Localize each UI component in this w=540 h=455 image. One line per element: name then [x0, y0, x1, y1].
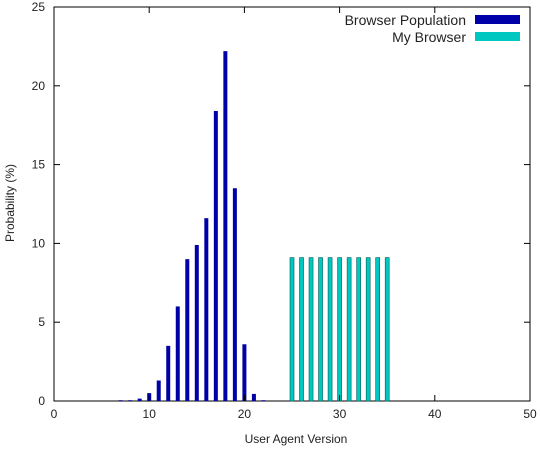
browser-population-bar — [242, 344, 247, 401]
x-tick-label: 0 — [51, 407, 58, 421]
x-axis-label: User Agent Version — [245, 432, 348, 446]
bars-layer — [118, 51, 390, 402]
my-browser-bar — [337, 257, 342, 402]
browser-population-bar — [261, 400, 266, 401]
y-tick-label: 15 — [32, 158, 46, 172]
browser-population-bar — [223, 51, 228, 402]
browser-population-bar — [213, 111, 218, 402]
legend-label-my-browser: My Browser — [392, 29, 466, 45]
ticks-layer: 0 10 20 30 40 50 0 5 10 15 20 25 — [32, 0, 537, 421]
my-browser-bar — [375, 257, 380, 402]
browser-population-bar — [137, 398, 142, 401]
y-axis-label: Probability (%) — [3, 164, 17, 242]
browser-population-bar — [251, 393, 256, 401]
my-browser-bar — [356, 257, 361, 402]
x-tick-label: 30 — [333, 407, 347, 421]
my-browser-bar — [327, 257, 333, 402]
my-browser-bar — [308, 257, 314, 402]
y-tick-label: 10 — [32, 236, 46, 250]
legend-swatch-my-browser — [475, 32, 520, 41]
browser-population-bar — [175, 306, 180, 401]
my-browser-bar — [318, 257, 323, 402]
my-browser-bar — [346, 257, 352, 402]
legend-label-browser-population: Browser Population — [345, 12, 466, 28]
browser-population-bar — [204, 218, 209, 401]
my-browser-bar — [365, 257, 371, 402]
legend-swatch-browser-population — [475, 15, 520, 24]
browser-population-bar — [128, 400, 133, 401]
browser-population-bar — [166, 345, 171, 401]
my-browser-bar — [299, 257, 304, 402]
x-tick-label: 10 — [143, 407, 157, 421]
my-browser-bar — [289, 257, 295, 402]
browser-population-bar — [156, 380, 161, 401]
browser-population-bar — [232, 188, 237, 401]
y-tick-label: 5 — [38, 315, 45, 329]
y-tick-label: 20 — [32, 79, 46, 93]
browser-population-bar — [118, 400, 123, 401]
browser-population-bar — [194, 244, 199, 401]
x-tick-label: 40 — [428, 407, 442, 421]
y-tick-label: 25 — [32, 0, 46, 14]
x-tick-label: 50 — [523, 407, 537, 421]
browser-population-bar — [185, 259, 190, 401]
my-browser-bar — [384, 257, 390, 402]
y-tick-label: 0 — [38, 394, 45, 408]
x-tick-label: 20 — [238, 407, 252, 421]
